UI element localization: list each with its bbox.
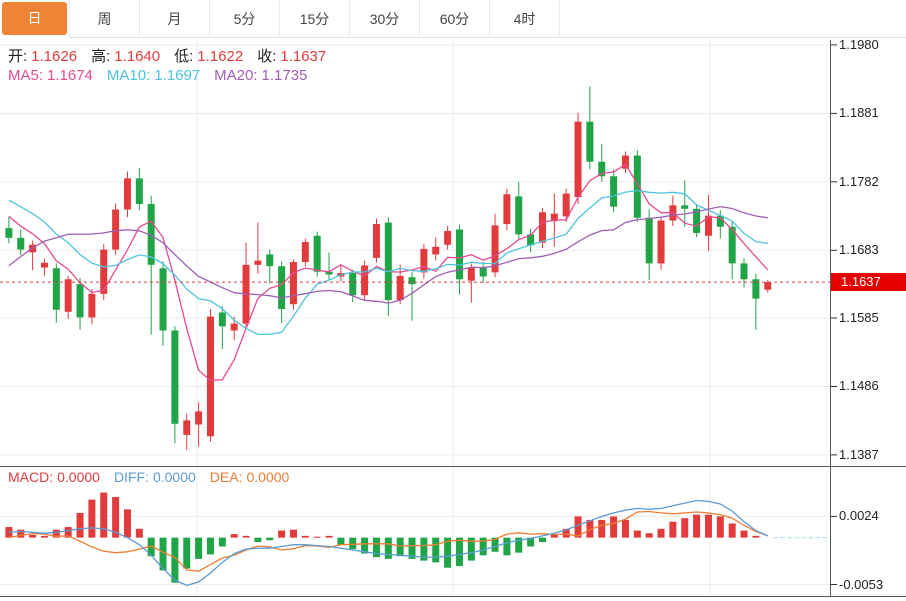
macd-label: MACD: [8, 469, 54, 485]
dea-value: 0.0000 [246, 469, 290, 485]
ohlc-legend: 开: 1.1626 高: 1.1640 低: 1.1622 收: 1.1637 [8, 45, 340, 66]
macd-legend: MACD: 0.0000 DIFF: 0.0000 DEA: 0.0000 [8, 469, 303, 485]
close-label: 收: [257, 48, 277, 65]
tab-label: 日 [2, 2, 67, 35]
ma5-label: MA5: [8, 67, 44, 84]
timeframe-tabbar: 日 周 月 5分 15分 30分 60分 4时 [0, 0, 906, 38]
open-value: 1.1626 [31, 48, 78, 65]
tab-60分[interactable]: 60分 [420, 0, 490, 38]
tab-label: 5分 [233, 11, 256, 27]
high-value: 1.1640 [114, 48, 161, 65]
current-price-value: 1.1637 [841, 274, 881, 290]
diff-label: DIFF: [113, 469, 149, 485]
price-tick-label: 1.1881 [839, 105, 879, 121]
price-tick-label: 1.1387 [839, 446, 879, 462]
price-tick-label: 1.1980 [839, 36, 879, 52]
ma-legend: MA5: 1.1674 MA10: 1.1697 MA20: 1.1735 [8, 67, 321, 84]
tab-label: 30分 [369, 11, 400, 27]
price-tick-label: 1.1683 [839, 242, 879, 258]
price-tick-label: 1.1486 [839, 378, 879, 394]
tab-15分[interactable]: 15分 [280, 0, 350, 38]
tab-5分[interactable]: 5分 [210, 0, 280, 38]
price-tick-label: 1.1585 [839, 310, 879, 326]
macd-tick-label: -0.0053 [839, 576, 884, 592]
high-label: 高: [91, 48, 111, 65]
tab-label: 月 [167, 11, 182, 27]
dea-label: DEA: [209, 469, 243, 485]
open-label: 开: [8, 48, 28, 65]
candlestick-macd-svg[interactable] [0, 38, 906, 601]
tab-label: 60分 [439, 11, 470, 27]
low-value: 1.1622 [197, 48, 244, 65]
tab-4时[interactable]: 4时 [490, 0, 560, 38]
ma20-label: MA20: [214, 67, 258, 84]
tab-30分[interactable]: 30分 [350, 0, 420, 38]
ma20-value: 1.1735 [261, 67, 308, 84]
close-value: 1.1637 [280, 48, 327, 65]
ma10-label: MA10: [106, 67, 151, 84]
tab-月[interactable]: 月 [140, 0, 210, 38]
diff-value: 0.0000 [152, 469, 196, 485]
tab-label: 周 [97, 11, 112, 27]
low-label: 低: [174, 48, 194, 65]
current-price-badge: 1.1637 [831, 273, 906, 292]
ma5-value: 1.1674 [47, 67, 93, 84]
macd-value: 0.0000 [57, 469, 100, 485]
tab-label: 15分 [299, 11, 330, 27]
price-tick-label: 1.1782 [839, 173, 879, 189]
macd-tick-label: 0.0024 [839, 508, 879, 524]
ma10-value: 1.1697 [154, 67, 201, 84]
tab-日[interactable]: 日 [0, 0, 70, 38]
chart-area[interactable]: 开: 1.1626 高: 1.1640 低: 1.1622 收: 1.1637 MA5: 1.1… [0, 36, 906, 601]
tab-label: 4时 [513, 11, 536, 27]
tab-周[interactable]: 周 [70, 0, 140, 38]
